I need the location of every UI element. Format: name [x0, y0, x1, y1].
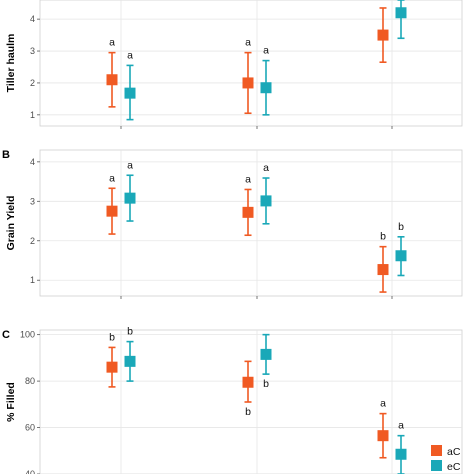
significance-letter: a	[109, 172, 115, 184]
y-axis-label: % Filled	[5, 382, 17, 422]
significance-letter: a	[380, 398, 386, 410]
significance-letter: a	[245, 37, 251, 49]
legend-label-eC: eC	[447, 461, 461, 473]
data-point-eC	[260, 82, 272, 94]
significance-letter: a	[245, 173, 251, 185]
significance-letter: b	[398, 221, 404, 233]
panel-label: B	[2, 149, 10, 161]
data-point-aC	[377, 29, 389, 41]
y-tick-label: 4	[30, 157, 35, 167]
data-point-eC	[124, 355, 136, 367]
legend-key-aC	[431, 445, 442, 456]
significance-letter: b	[127, 326, 133, 338]
y-tick-label: 3	[30, 196, 35, 206]
data-point-eC	[395, 448, 407, 460]
significance-letter: a	[109, 37, 115, 49]
y-tick-label: 4	[30, 14, 35, 24]
legend-label-aC: aC	[447, 446, 461, 458]
y-axis-label: Tiller haulm	[5, 34, 17, 93]
y-tick-label: 100	[20, 330, 35, 340]
data-point-eC	[395, 250, 407, 262]
data-point-aC	[106, 361, 118, 373]
significance-letter: b	[380, 231, 386, 243]
y-tick-label: 1	[30, 110, 35, 120]
y-tick-label: 2	[30, 78, 35, 88]
y-tick-label: 60	[25, 423, 35, 433]
data-point-aC	[242, 77, 254, 89]
legend: aC eC	[431, 445, 461, 473]
significance-letter: b	[245, 406, 251, 418]
data-point-aC	[242, 206, 254, 218]
significance-letter: a	[263, 162, 269, 174]
panel-label: C	[2, 329, 10, 341]
data-point-eC	[395, 7, 407, 19]
data-point-eC	[260, 348, 272, 360]
significance-letter: b	[109, 331, 115, 343]
data-point-aC	[106, 205, 118, 217]
y-tick-label: 3	[30, 46, 35, 56]
significance-letter: a	[127, 49, 133, 61]
legend-key-eC	[431, 460, 442, 471]
y-tick-label: 80	[25, 376, 35, 386]
data-point-aC	[377, 264, 389, 276]
significance-letter: a	[398, 420, 404, 432]
data-point-eC	[124, 192, 136, 204]
data-point-aC	[106, 74, 118, 86]
significance-letter: a	[263, 45, 269, 57]
data-point-eC	[260, 195, 272, 207]
significance-letter: a	[127, 159, 133, 171]
data-point-aC	[377, 430, 389, 442]
y-tick-label: 1	[30, 275, 35, 285]
significance-letter: b	[263, 378, 269, 390]
y-tick-label: 2	[30, 236, 35, 246]
y-tick-label: 40	[25, 469, 35, 474]
y-axis-label: Grain Yield	[5, 196, 17, 251]
data-point-aC	[242, 376, 254, 388]
data-point-eC	[124, 87, 136, 99]
